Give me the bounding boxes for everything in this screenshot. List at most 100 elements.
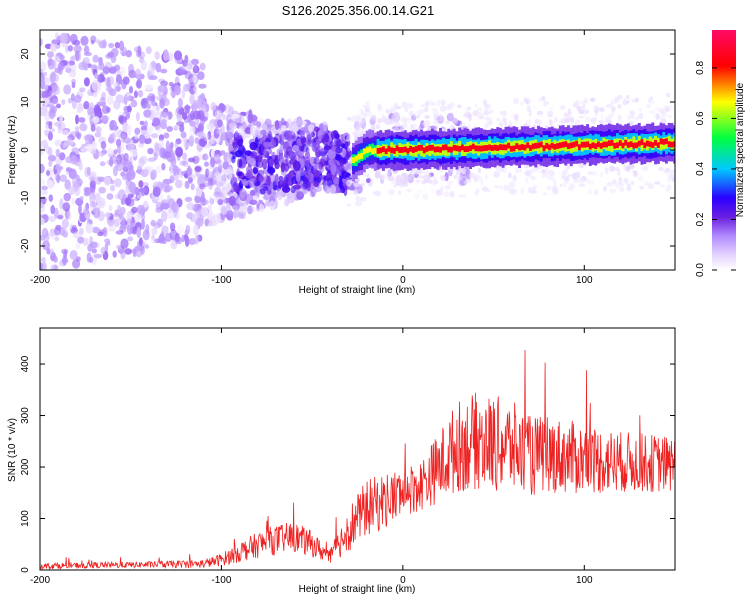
spectrogram-blob bbox=[263, 141, 272, 148]
spectrogram-speckle bbox=[584, 97, 588, 104]
snr-ytick-label: 300 bbox=[20, 407, 31, 424]
spectrogram-ytick-label: 0 bbox=[20, 147, 31, 153]
spectrogram-speckle bbox=[499, 119, 503, 125]
spectrogram-blob bbox=[100, 246, 106, 255]
spectrogram-blob bbox=[40, 38, 43, 46]
spectrogram-blob bbox=[197, 71, 205, 80]
spectrogram-speckle bbox=[358, 128, 364, 135]
spectrogram-ridge-cell bbox=[354, 155, 358, 162]
spectrogram-blob bbox=[126, 218, 132, 224]
spectrogram-ridge-cell bbox=[428, 145, 432, 151]
spectrogram-speckle bbox=[467, 123, 471, 129]
spectrogram-blob bbox=[282, 185, 291, 193]
spectrogram-blob bbox=[72, 231, 81, 239]
spectrogram-speckle bbox=[385, 109, 393, 114]
spectrogram-blob bbox=[307, 173, 313, 183]
spectrogram-blob bbox=[75, 242, 80, 250]
spectrogram-blob bbox=[249, 151, 258, 159]
spectrogram-blob bbox=[42, 240, 50, 251]
spectrogram-blob bbox=[299, 127, 306, 139]
spectrogram-speckle bbox=[400, 115, 404, 123]
spectrogram-speckle bbox=[405, 107, 408, 113]
spectrogram-blob bbox=[119, 40, 124, 52]
spectrogram-blob bbox=[195, 188, 203, 197]
spectrogram-speckle bbox=[567, 108, 571, 115]
spectrogram-speckle bbox=[594, 189, 599, 196]
spectrogram-speckle bbox=[626, 94, 629, 99]
spectrogram-speckle bbox=[593, 104, 600, 112]
spectrogram-blob bbox=[161, 163, 166, 171]
spectrogram-speckle bbox=[422, 193, 429, 200]
spectrogram-blob bbox=[116, 244, 123, 250]
spectrogram-speckle bbox=[414, 193, 420, 200]
spectrogram-blob bbox=[189, 120, 195, 127]
spectrogram-blob bbox=[238, 188, 247, 199]
spectrogram-blob bbox=[276, 148, 281, 156]
spectrogram-speckle bbox=[415, 170, 423, 175]
spectrogram-speckle bbox=[473, 123, 477, 129]
spectrogram-speckle bbox=[474, 191, 479, 196]
spectrogram-blob bbox=[136, 78, 142, 89]
colorbar-gradient bbox=[712, 30, 736, 270]
spectrogram-speckle bbox=[494, 185, 499, 189]
spectrogram-blob bbox=[338, 178, 343, 190]
spectrogram-blob bbox=[283, 151, 289, 159]
spectrogram-blob bbox=[238, 159, 243, 168]
spectrogram-blob bbox=[313, 156, 320, 165]
spectrogram-speckle bbox=[605, 104, 613, 108]
spectrogram-blob bbox=[113, 99, 121, 110]
snr-xlabel: Height of straight line (km) bbox=[299, 584, 416, 595]
spectrogram-blob bbox=[265, 127, 271, 134]
spectrogram-speckle bbox=[472, 110, 479, 117]
spectrogram-blob bbox=[145, 46, 152, 55]
spectrogram-speckle bbox=[508, 188, 514, 195]
spectrogram-speckle bbox=[658, 108, 664, 114]
spectrogram-blob bbox=[297, 118, 302, 126]
spectrogram-ridge-cell bbox=[403, 146, 407, 153]
spectrogram-blob bbox=[71, 81, 76, 89]
spectrogram-speckle bbox=[458, 194, 463, 198]
spectrogram-speckle bbox=[484, 116, 489, 121]
spectrogram-ridge-cell bbox=[591, 142, 595, 149]
spectrogram-blob bbox=[122, 158, 130, 170]
spectrogram-blob bbox=[57, 62, 65, 71]
spectrogram-ridge-cell bbox=[586, 141, 589, 148]
spectrogram-blob bbox=[161, 210, 168, 223]
spectrogram-blob bbox=[163, 50, 169, 62]
spectrogram-speckle bbox=[381, 115, 387, 123]
spectrogram-blob bbox=[307, 124, 315, 132]
spectrogram-speckle bbox=[423, 170, 430, 175]
spectrogram-blob bbox=[324, 133, 329, 143]
spectrogram-ridge-cell bbox=[501, 144, 505, 151]
spectrogram-ytick-label: 20 bbox=[20, 48, 31, 60]
spectrogram-speckle bbox=[578, 162, 585, 168]
spectrogram-blob bbox=[109, 157, 114, 167]
spectrogram-blob bbox=[68, 168, 77, 180]
spectrogram-speckle bbox=[573, 101, 577, 108]
spectrogram-blob bbox=[341, 186, 345, 194]
spectrogram-speckle bbox=[477, 176, 483, 183]
spectrogram-blob bbox=[108, 204, 113, 212]
spectrogram-speckle bbox=[348, 159, 353, 164]
spectrogram-speckle bbox=[496, 117, 500, 122]
spectrogram-speckle bbox=[398, 190, 402, 196]
spectrogram-speckle bbox=[408, 110, 414, 117]
spectrogram-speckle bbox=[627, 96, 632, 103]
colorbar-label: Normalized spectral amplitude bbox=[735, 82, 746, 217]
spectrogram-blob bbox=[53, 264, 58, 270]
spectrogram-blob bbox=[167, 52, 174, 62]
spectrogram-ridge-cell bbox=[474, 145, 478, 152]
snr-ytick-label: 100 bbox=[20, 510, 31, 527]
spectrogram-blob bbox=[73, 39, 81, 46]
spectrogram-blob bbox=[198, 131, 205, 139]
spectrogram-speckle bbox=[552, 188, 559, 195]
spectrogram-blob bbox=[323, 125, 327, 132]
spectrogram-speckle bbox=[432, 109, 439, 117]
spectrogram-speckle bbox=[503, 184, 510, 191]
spectrogram-blob bbox=[465, 169, 471, 180]
spectrogram-blob bbox=[89, 256, 94, 263]
spectrogram-ridge-cell bbox=[646, 140, 649, 147]
spectrogram-blob bbox=[238, 125, 244, 136]
spectrogram-blob bbox=[193, 110, 201, 120]
spectrogram-blob bbox=[186, 167, 193, 177]
